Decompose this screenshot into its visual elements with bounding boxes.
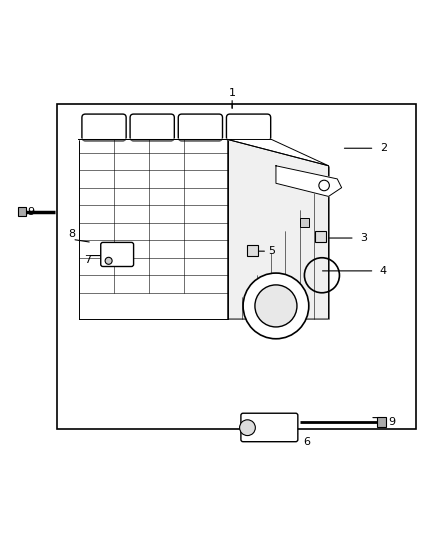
Circle shape	[105, 257, 112, 264]
Circle shape	[255, 285, 297, 327]
Polygon shape	[79, 140, 328, 166]
Text: 9: 9	[389, 417, 396, 427]
Text: 2: 2	[380, 143, 387, 154]
Text: 8: 8	[69, 229, 76, 239]
Bar	[300, 219, 309, 227]
Text: 1: 1	[229, 88, 236, 99]
Bar	[377, 417, 386, 427]
Text: 6: 6	[303, 437, 310, 447]
Text: 5: 5	[268, 246, 275, 256]
Polygon shape	[228, 140, 328, 319]
Bar	[18, 207, 26, 216]
Circle shape	[240, 420, 255, 435]
Bar	[57, 104, 416, 429]
Text: 9: 9	[27, 207, 34, 217]
Bar	[247, 245, 258, 255]
Text: 4: 4	[380, 266, 387, 276]
Text: 7: 7	[84, 255, 91, 265]
Text: 3: 3	[360, 233, 367, 243]
Bar	[315, 231, 326, 243]
FancyBboxPatch shape	[241, 413, 298, 442]
Polygon shape	[276, 166, 342, 197]
FancyBboxPatch shape	[101, 243, 134, 266]
Circle shape	[319, 180, 329, 191]
Circle shape	[243, 273, 309, 339]
